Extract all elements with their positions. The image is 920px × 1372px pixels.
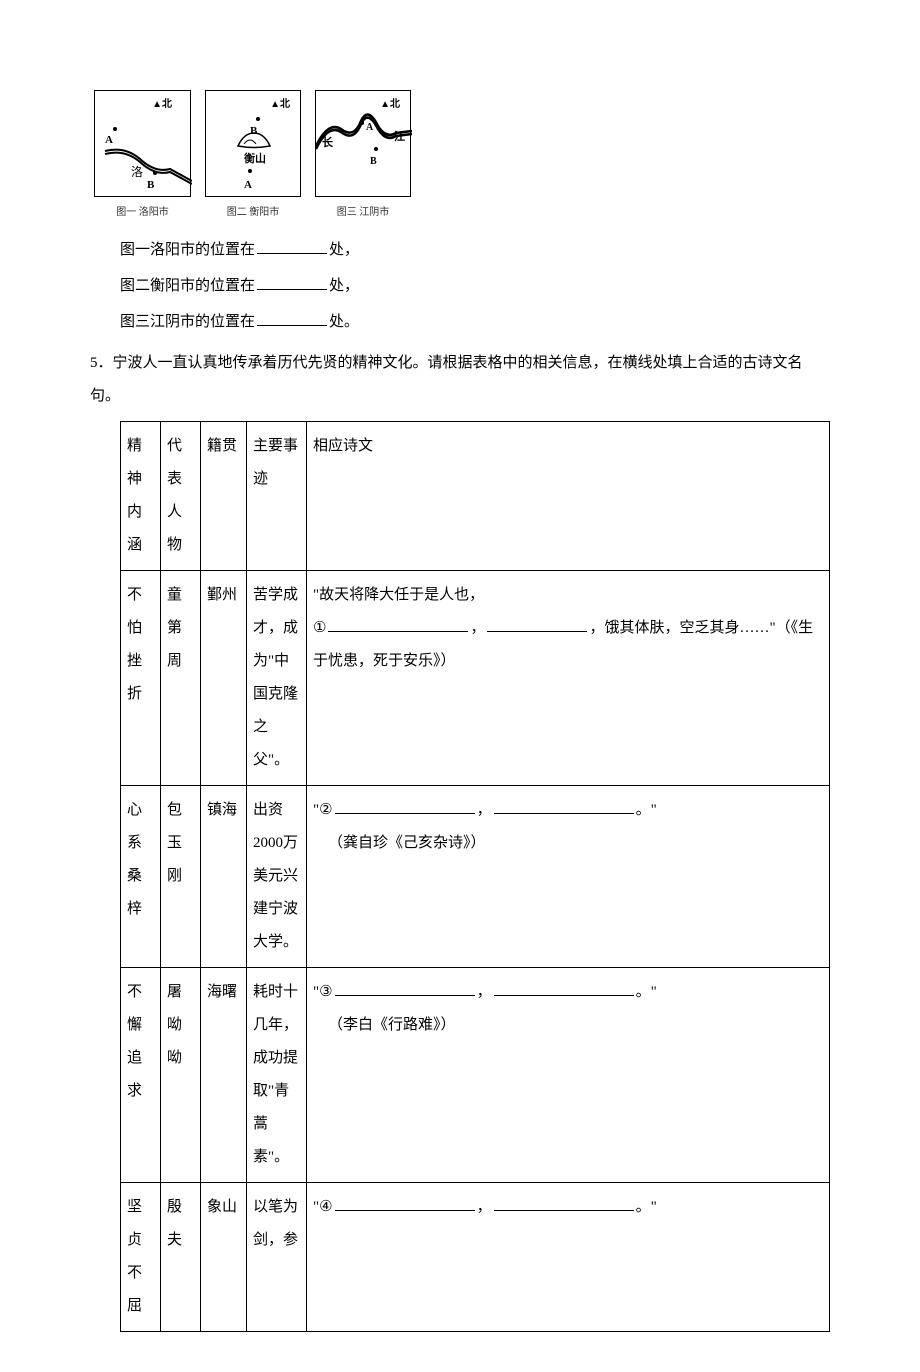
table-row: 心系桑梓 包玉刚 镇海 出资2000万美元兴建宁波大学。 "②，。" （龚自珍《… [121,786,830,968]
map1-label-b: B [147,173,154,197]
north-icon: ▲北 [380,94,400,116]
north-icon: ▲北 [152,94,172,116]
map1-caption: 图一 洛阳市 [116,202,169,224]
blank-1[interactable] [257,236,327,254]
blank-poem-4a[interactable] [335,1193,475,1211]
map1-river-luo: 洛 [131,159,143,185]
maps-container: ▲北 A 洛 B 图一 洛阳市 ▲北 B 衡山 A 图二 衡阳市 [94,90,830,224]
header-spirit: 精神内涵 [121,422,161,571]
map2-box: ▲北 B 衡山 A [205,90,301,197]
north-icon: ▲北 [270,94,290,116]
map3-label-b: B [370,151,377,173]
blank-poem-3b[interactable] [494,978,634,996]
poem-cell-1: "故天将降大任于是人也， ①，，饿其体肤，空乏其身……"（《生于忧患，死于安乐》… [307,571,830,786]
map3-caption: 图三 江阴市 [337,202,390,224]
blank-poem-1a[interactable] [328,614,468,632]
map2-label-a: A [244,173,252,197]
poetry-table: 精神内涵 代表人物 籍贯 主要事迹 相应诗文 不怕挫折 童第周 鄞州 苦学成才，… [120,421,830,1332]
map3-river-chang: 长 [322,131,333,155]
question-5-number: 5． [90,355,113,371]
fill-question-3: 图三江阴市的位置在处。 [90,306,830,339]
table-row: 不怕挫折 童第周 鄞州 苦学成才，成为"中国克隆之父"。 "故天将降大任于是人也… [121,571,830,786]
blank-3[interactable] [257,308,327,326]
blank-poem-3a[interactable] [335,978,475,996]
blank-poem-1b[interactable] [487,614,587,632]
map3-dot-a [360,121,364,125]
fill-question-1: 图一洛阳市的位置在处， [90,234,830,267]
map3-label-a: A [366,117,373,139]
table-header-row: 精神内涵 代表人物 籍贯 主要事迹 相应诗文 [121,422,830,571]
map3-wrapper: ▲北 A 长 江 B 图三 江阴市 [315,90,411,224]
poem-cell-2: "②，。" （龚自珍《己亥杂诗》） [307,786,830,968]
poem-cell-3: "③，。" （李白《行路难》） [307,968,830,1183]
map1-dot-a [113,127,117,131]
table-row: 不懈追求 屠呦呦 海曙 耗时十几年，成功提取"青蒿素"。 "③，。" （李白《行… [121,968,830,1183]
blank-poem-4b[interactable] [494,1193,634,1211]
map2-label-b: B [250,119,257,143]
map1-wrapper: ▲北 A 洛 B 图一 洛阳市 [94,90,191,224]
poem-cell-4: "④，。" [307,1183,830,1332]
header-person: 代表人物 [161,422,201,571]
map1-label-a: A [105,128,113,152]
map3-box: ▲北 A 长 江 B [315,90,411,197]
map1-box: ▲北 A 洛 B [94,90,191,197]
fill-question-2: 图二衡阳市的位置在处， [90,270,830,303]
header-deed: 主要事迹 [247,422,307,571]
blank-2[interactable] [257,272,327,290]
map2-mountain: 衡山 [244,147,266,171]
question-5-text: 宁波人一直认真地传承着历代先贤的精神文化。请根据表格中的相关信息，在横线处填上合… [90,355,803,404]
header-poem: 相应诗文 [307,422,830,571]
blank-poem-2b[interactable] [494,796,634,814]
header-origin: 籍贯 [201,422,247,571]
map2-caption: 图二 衡阳市 [227,202,280,224]
question-5: 5．宁波人一直认真地传承着历代先贤的精神文化。请根据表格中的相关信息，在横线处填… [90,347,830,413]
map2-wrapper: ▲北 B 衡山 A 图二 衡阳市 [205,90,301,224]
map3-river-jiang: 江 [394,125,405,149]
blank-poem-2a[interactable] [335,796,475,814]
table-row: 坚贞不屈 殷夫 象山 以笔为剑，参 "④，。" [121,1183,830,1332]
